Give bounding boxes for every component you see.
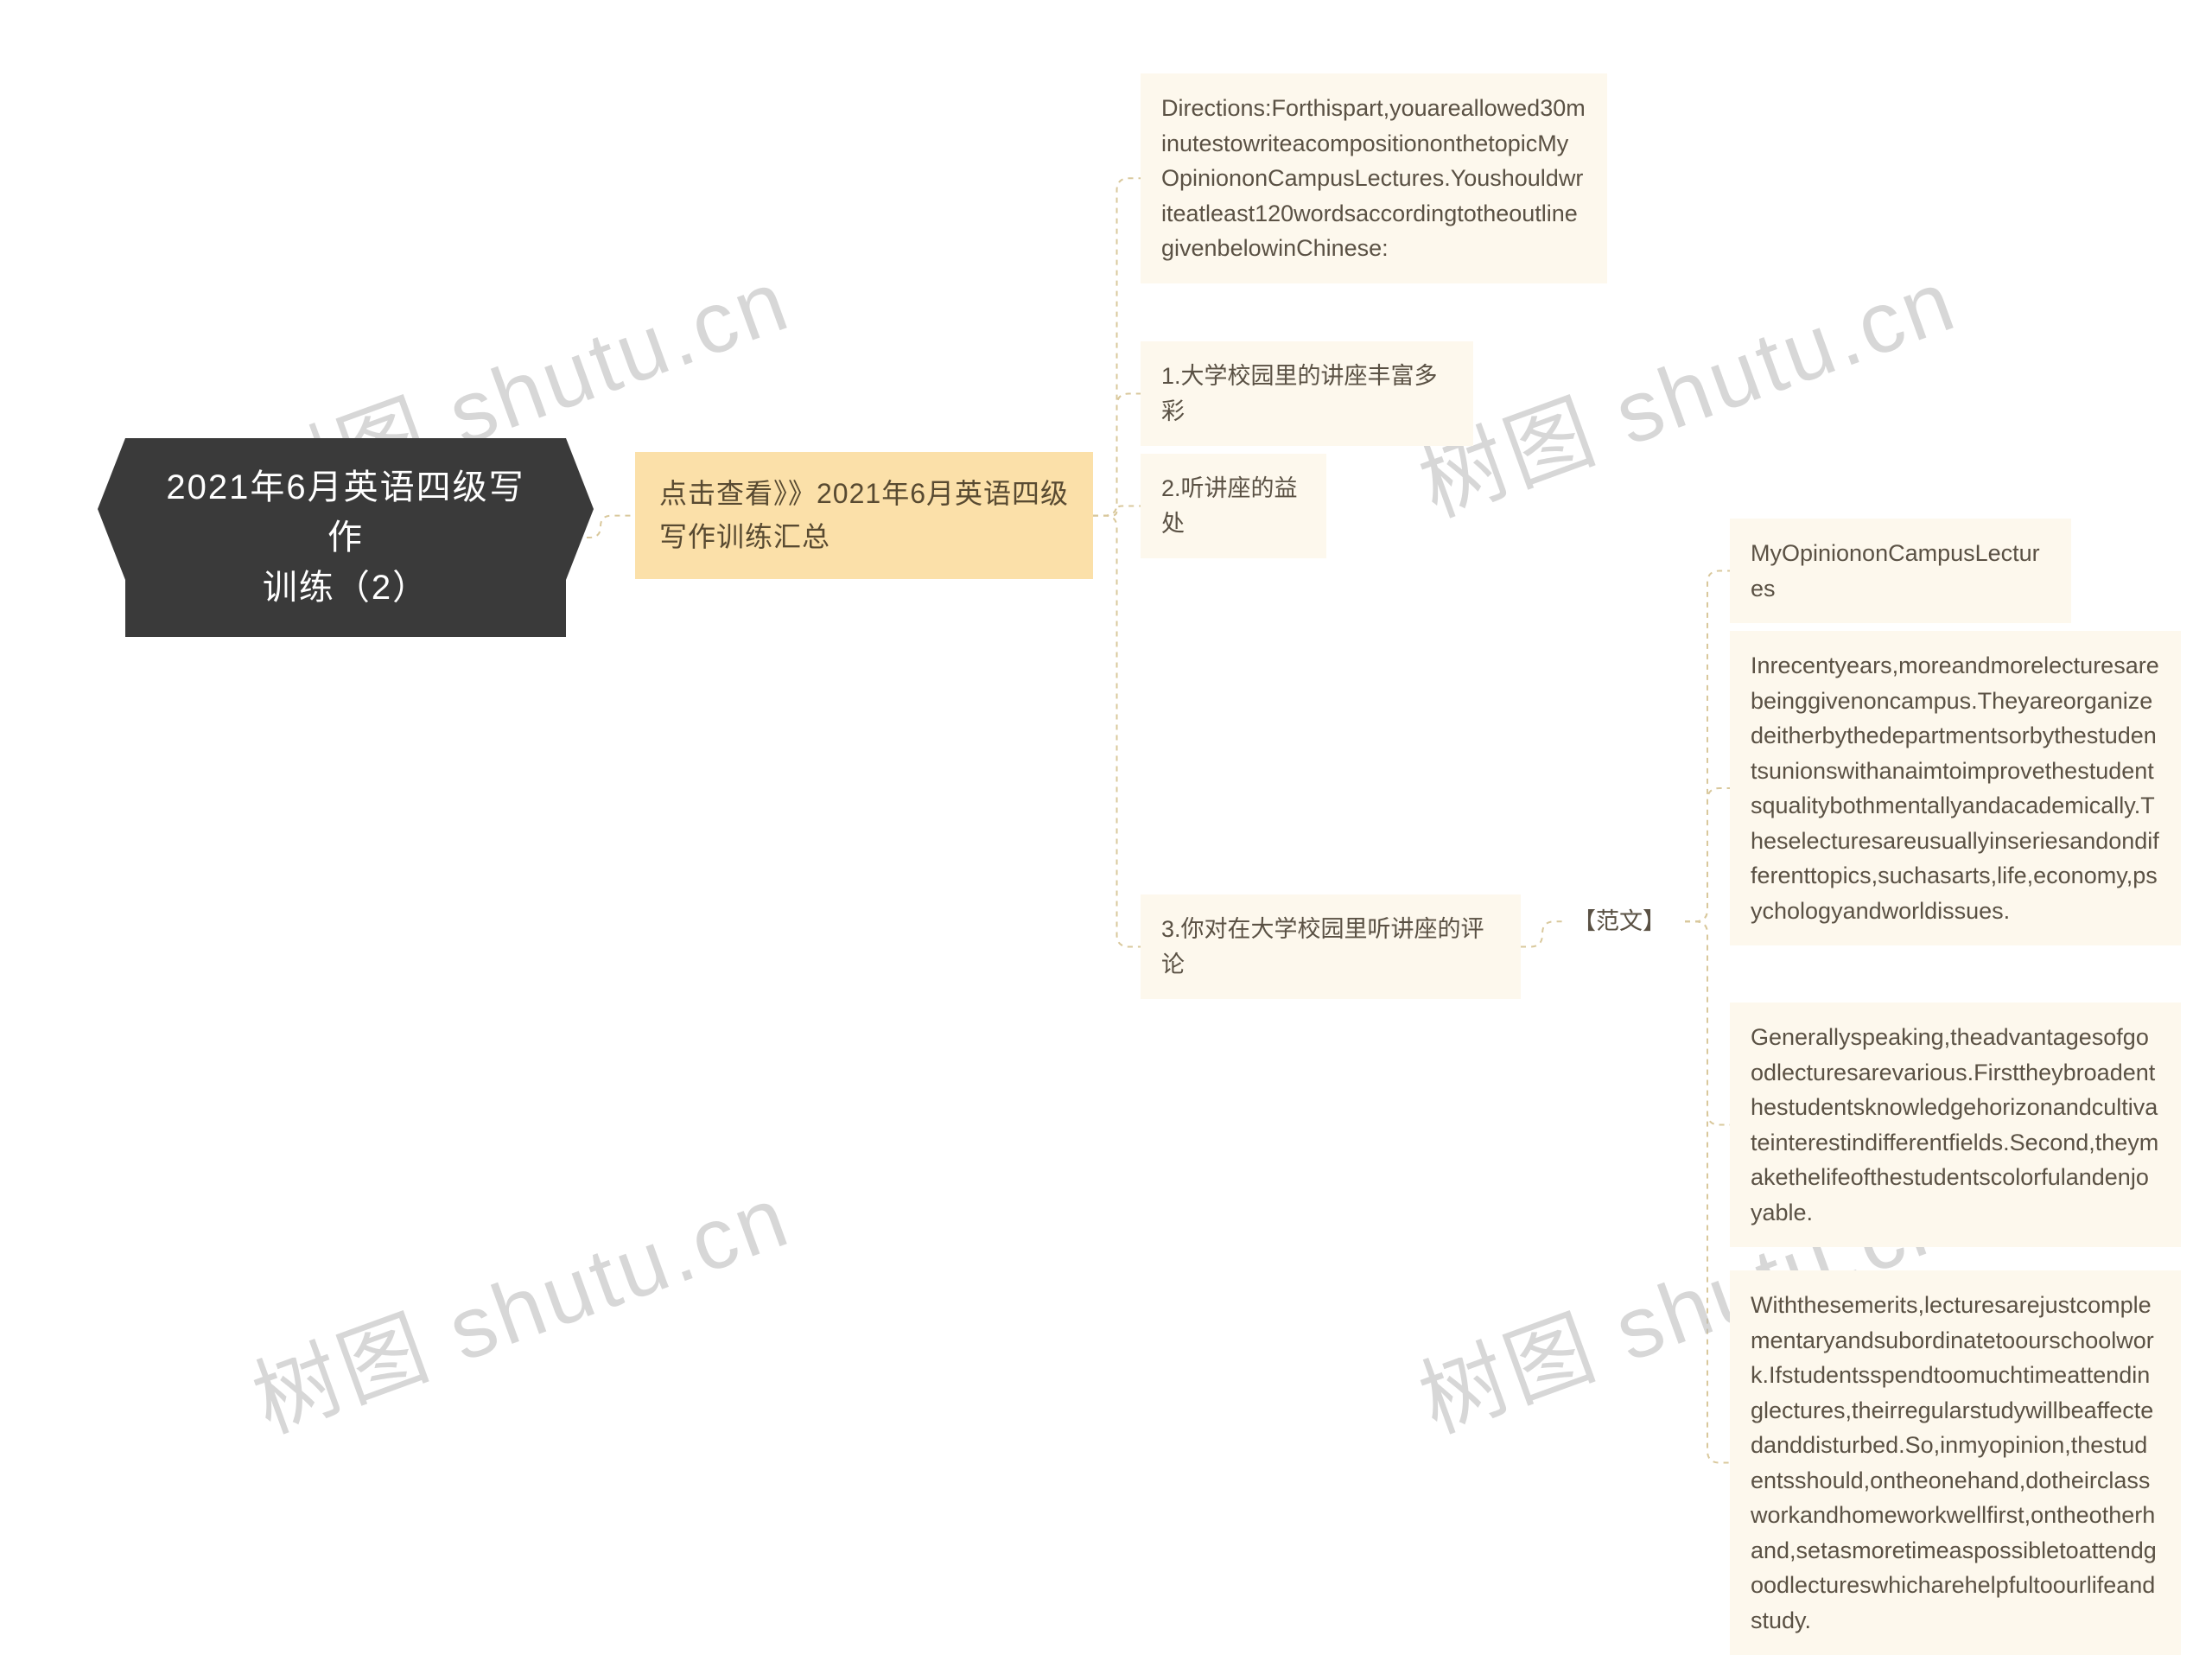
leaf-text: 【范文】 [1573, 908, 1666, 934]
root-node[interactable]: 2021年6月英语四级写作 训练（2） [125, 438, 566, 637]
branch-node[interactable]: 点击查看》》2021年6月英语四级写作训练汇总 [635, 452, 1093, 579]
root-line2: 训练（2） [263, 569, 429, 607]
connector [1685, 921, 1730, 1124]
leaf-point3[interactable]: 3.你对在大学校园里听讲座的评论 [1141, 894, 1521, 999]
leaf-text: Inrecentyears,moreandmorelecturesarebein… [1751, 652, 2159, 924]
branch-text: 点击查看》》2021年6月英语四级写作训练汇总 [659, 478, 1069, 552]
leaf-point1[interactable]: 1.大学校园里的讲座丰富多彩 [1141, 341, 1473, 446]
leaf-fanwen[interactable]: 【范文】 [1564, 899, 1685, 945]
root-arrow-left [98, 438, 125, 580]
leaf-essay-title[interactable]: MyOpiniononCampusLectures [1730, 519, 2071, 623]
connector [1093, 178, 1141, 515]
leaf-text: Withthesemerits,lecturesarejustcomplemen… [1751, 1292, 2157, 1633]
root-line1: 2021年6月英语四级写作 [166, 468, 524, 557]
mindmap-canvas: 树图 shutu.cn 树图 shutu.cn 树图 shutu.cn 树图 s… [0, 0, 2212, 1470]
leaf-text: MyOpiniononCampusLectures [1751, 540, 2040, 602]
leaf-essay-p1[interactable]: Inrecentyears,moreandmorelecturesarebein… [1730, 631, 2181, 945]
leaf-text: 3.你对在大学校园里听讲座的评论 [1161, 916, 1484, 977]
connector [1093, 516, 1141, 947]
leaf-text: Generallyspeaking,theadvantagesofgoodlec… [1751, 1024, 2158, 1225]
root-arrow-right [566, 438, 594, 580]
connector [1685, 921, 1730, 1462]
connector [1093, 506, 1141, 516]
connector [1685, 571, 1730, 922]
watermark: 树图 shutu.cn [233, 1146, 804, 1456]
connector [1685, 788, 1730, 921]
leaf-directions[interactable]: Directions:Forthispart,youareallowed30mi… [1141, 73, 1607, 283]
connector [1093, 394, 1141, 516]
leaf-point2[interactable]: 2.听讲座的益处 [1141, 454, 1326, 558]
connector [1521, 921, 1564, 946]
leaf-essay-p2[interactable]: Generallyspeaking,theadvantagesofgoodlec… [1730, 1003, 2181, 1247]
leaf-text: 1.大学校园里的讲座丰富多彩 [1161, 363, 1438, 424]
leaf-text: 2.听讲座的益处 [1161, 475, 1298, 537]
leaf-essay-p3[interactable]: Withthesemerits,lecturesarejustcomplemen… [1730, 1270, 2181, 1655]
leaf-text: Directions:Forthispart,youareallowed30mi… [1161, 95, 1586, 261]
